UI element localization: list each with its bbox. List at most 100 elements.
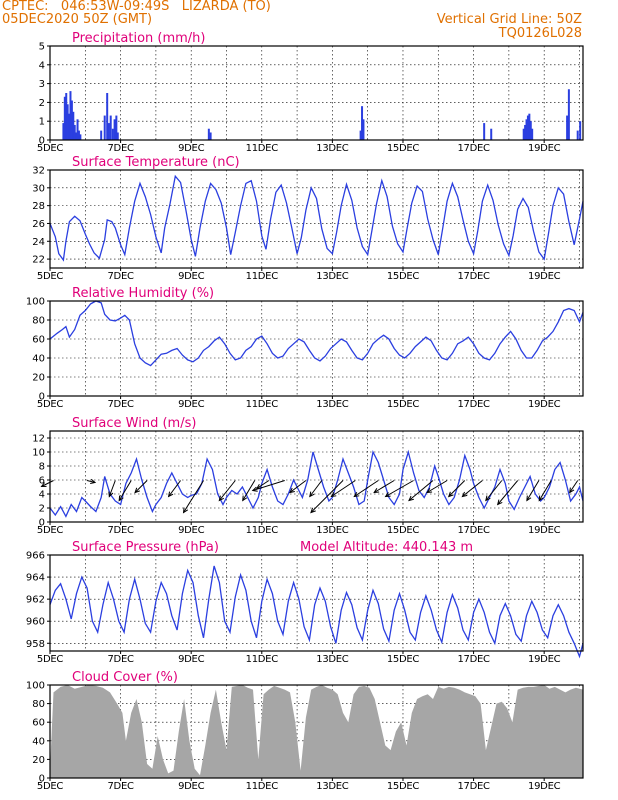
- precip-xtick-label: 5DEC: [37, 143, 63, 154]
- wind-arrowhead: [118, 495, 124, 502]
- pressure-frame: [49, 554, 584, 652]
- precip-bar: [69, 91, 72, 140]
- temperature-ytick-label: 26: [32, 219, 45, 230]
- temperature-xtick-label: 19DEC: [528, 271, 561, 282]
- temperature-xtick-label: 17DEC: [457, 271, 490, 282]
- wind-vector: [497, 480, 519, 505]
- precip-xtick-label: 13DEC: [316, 143, 349, 154]
- header-model-id: TQ0126L028: [498, 26, 582, 41]
- pressure-ytick-label: 962: [26, 595, 45, 606]
- temperature-line: [49, 174, 584, 262]
- wind-ytick-label: 8: [39, 462, 45, 473]
- wind-xtick-label: 11DEC: [246, 525, 279, 536]
- humidity-xtick-label: 17DEC: [457, 399, 490, 410]
- precip-bar: [109, 115, 112, 140]
- wind-arrowhead: [90, 478, 97, 485]
- precip-bar: [66, 104, 69, 140]
- precip-ytick-label: 3: [39, 79, 45, 90]
- wind-vector: [538, 480, 552, 501]
- precip-bar: [531, 128, 534, 140]
- wind-vector: [353, 480, 379, 497]
- cloud-xtick-label: 13DEC: [316, 781, 349, 792]
- precip-bar: [209, 132, 212, 140]
- precip-bar: [79, 134, 82, 140]
- wind-xtick-label: 15DEC: [387, 525, 420, 536]
- cloud-xtick-label: 9DEC: [178, 781, 204, 792]
- wind-ytick-label: 10: [32, 448, 45, 459]
- temperature-frame: [49, 169, 584, 269]
- precip-ytick-label: 2: [39, 98, 45, 109]
- pressure-xtick-label: 9DEC: [178, 654, 204, 665]
- pressure-title: Surface Pressure (hPa): [72, 540, 219, 555]
- wind-vector: [183, 480, 204, 513]
- cloud-ytick-label: 40: [32, 736, 45, 747]
- wind-arrowhead: [353, 491, 360, 498]
- pressure-xtick-label: 15DEC: [387, 654, 420, 665]
- pressure-xtick-label: 13DEC: [316, 654, 349, 665]
- precip-bar: [63, 96, 66, 140]
- humidity-xtick-label: 7DEC: [108, 399, 134, 410]
- precip-bar: [529, 121, 532, 140]
- wind-title: Surface Wind (m/s): [72, 416, 196, 431]
- wind-arrowhead: [242, 495, 248, 502]
- pressure-ytick-label: 964: [26, 573, 45, 584]
- precip-bar: [65, 93, 68, 140]
- temperature-xtick-label: 11DEC: [246, 271, 279, 282]
- precip-bar: [77, 130, 80, 140]
- wind-xtick-label: 13DEC: [316, 525, 349, 536]
- precip-bar: [576, 130, 579, 140]
- wind-arrowhead: [569, 487, 575, 494]
- wind-ytick-label: 12: [32, 434, 45, 445]
- wind-vector: [373, 480, 395, 493]
- precip-bar: [106, 93, 109, 140]
- cloud-ytick-label: 20: [32, 755, 45, 766]
- pressure-xtick-label: 19DEC: [528, 654, 561, 665]
- precip-bar: [522, 128, 525, 140]
- pressure-xtick-label: 5DEC: [37, 654, 63, 665]
- wind-vector: [256, 480, 270, 489]
- precip-bar: [483, 123, 486, 140]
- wind-ytick-label: 6: [39, 476, 45, 487]
- precip-xtick-label: 17DEC: [457, 143, 490, 154]
- precip-bar: [566, 115, 569, 140]
- precip-bar: [525, 119, 528, 140]
- pressure-annotation: Model Altitude: 440.143 m: [300, 540, 473, 555]
- wind-arrowhead: [167, 491, 174, 498]
- wind-arrowhead: [447, 491, 454, 498]
- precip-bar: [62, 123, 65, 140]
- wind-xtick-label: 19DEC: [528, 525, 561, 536]
- wind-vector: [41, 480, 54, 487]
- wind-arrowhead: [182, 507, 189, 514]
- wind-xtick-label: 7DEC: [108, 525, 134, 536]
- precip-bar: [70, 100, 73, 140]
- temperature-ytick-label: 32: [32, 166, 45, 177]
- wind-vector: [86, 480, 96, 483]
- wind-vector: [168, 480, 182, 497]
- precip-bar: [113, 119, 116, 140]
- cloud-ytick-label: 0: [39, 774, 45, 785]
- precip-bar: [524, 124, 527, 140]
- temperature-ytick-label: 30: [32, 183, 45, 194]
- precip-bar: [359, 130, 362, 140]
- wind-arrowhead: [384, 492, 391, 498]
- pressure-ytick-label: 966: [26, 551, 45, 562]
- wind-vector: [310, 480, 344, 513]
- wind-arrowhead: [373, 488, 380, 494]
- pressure-line: [49, 565, 584, 659]
- humidity-xtick-label: 13DEC: [316, 399, 349, 410]
- precip-bar: [490, 128, 493, 140]
- wind-vector: [408, 480, 434, 501]
- temperature-xtick-label: 15DEC: [387, 271, 420, 282]
- wind-vector: [289, 480, 307, 493]
- humidity-xtick-label: 9DEC: [178, 399, 204, 410]
- cloud-ytick-label: 80: [32, 699, 45, 710]
- precip-bar: [361, 106, 364, 140]
- humidity-line: [49, 300, 584, 367]
- temperature-xtick-label: 13DEC: [316, 271, 349, 282]
- precip-bar: [567, 89, 570, 140]
- cloud-title: Cloud Cover (%): [72, 670, 178, 685]
- wind-vector: [252, 480, 285, 491]
- precip-xtick-label: 15DEC: [387, 143, 420, 154]
- wind-vector: [134, 480, 148, 493]
- precip-bar: [76, 119, 79, 140]
